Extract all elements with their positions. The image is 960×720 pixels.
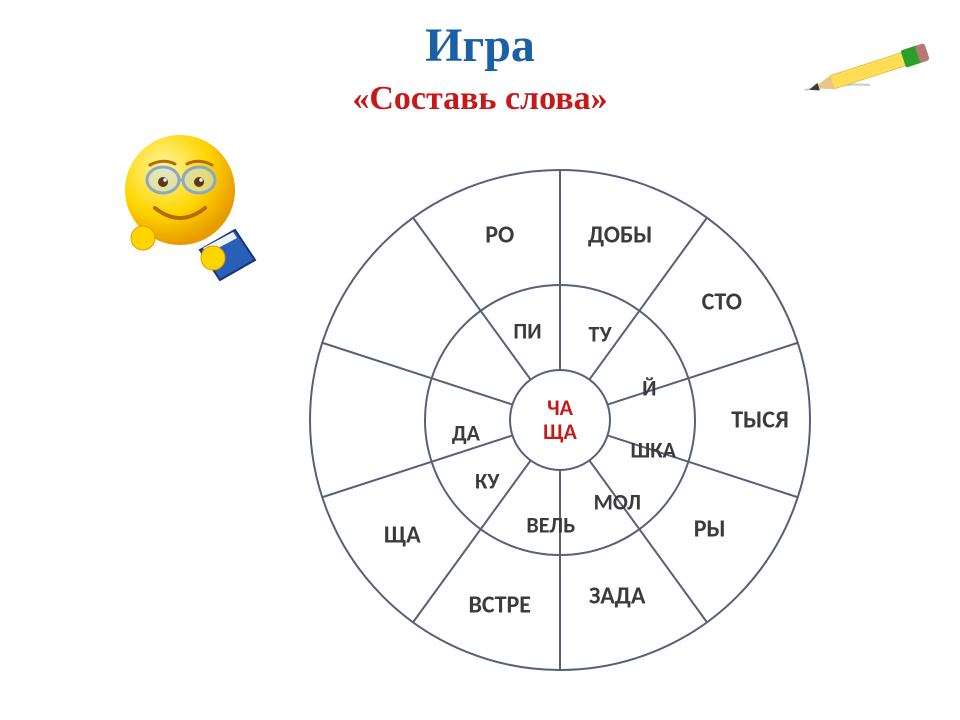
outer-syllable: ТЫСЯ: [731, 406, 789, 435]
outer-syllable: РЫ: [694, 514, 726, 543]
inner-syllable: КУ: [475, 468, 499, 495]
outer-syllable: ЩА: [384, 520, 421, 549]
inner-syllable: МОЛ: [594, 488, 641, 515]
inner-syllable: ВЕЛЬ: [526, 511, 575, 538]
inner-syllable: ДА: [452, 420, 480, 447]
outer-syllable: РО: [485, 220, 514, 249]
pencil-icon: [800, 35, 940, 110]
center-syllable: ЧАЩА: [543, 396, 577, 444]
outer-syllable: ВСТРЕ: [469, 591, 531, 620]
syllable-wheel: ДОБЫ СТО ТЫСЯ РЫ ЗАДА ВСТРЕ ЩА РО ТУ Й ШКА МОЛ ВЕЛЬ К…: [290, 150, 830, 690]
outer-syllable: СТО: [702, 288, 742, 317]
outer-syllable: ДОБЫ: [588, 220, 652, 249]
inner-syllable: Й: [642, 374, 656, 401]
outer-syllable: ЗАДА: [589, 581, 646, 610]
inner-syllable: ТУ: [589, 320, 612, 347]
smiley-icon: [105, 120, 275, 305]
inner-syllable: ПИ: [513, 317, 541, 344]
smiley-svg: [105, 120, 275, 300]
inner-syllable: ШКА: [630, 437, 675, 464]
pencil-svg: [800, 35, 940, 105]
